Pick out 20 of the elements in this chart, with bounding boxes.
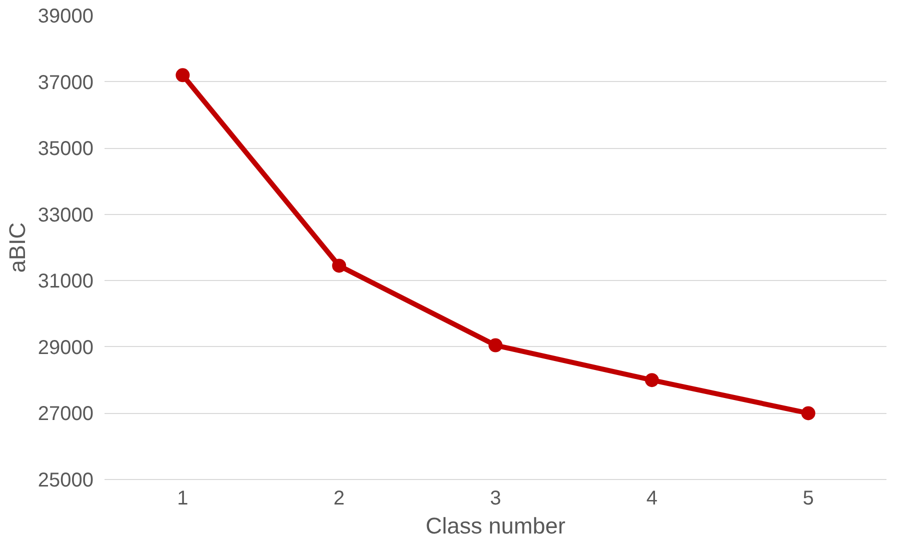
x-tick-label: 4 [646,488,658,510]
point [332,258,346,273]
x-tick-label: 1 [177,488,188,510]
x-tick-label: 2 [334,488,345,510]
y-tick-label: 39000 [38,6,94,28]
x-axis-title: Class number [426,512,566,538]
y-tick-label: 37000 [38,72,94,94]
y-tick-label: 33000 [38,204,94,226]
y-tick-label: 27000 [38,403,94,426]
point [801,406,816,420]
y-tick-label: 31000 [38,270,94,293]
x-tick-label: 3 [490,488,502,510]
point [644,373,659,388]
y-axis-title: aBIC [4,222,30,273]
y-tick-label: 25000 [38,470,94,492]
point [488,338,502,352]
point [176,68,190,82]
y-tick-label: 29000 [38,336,94,359]
y-tick-label: 35000 [38,138,94,160]
x-tick-label: 5 [802,488,814,510]
